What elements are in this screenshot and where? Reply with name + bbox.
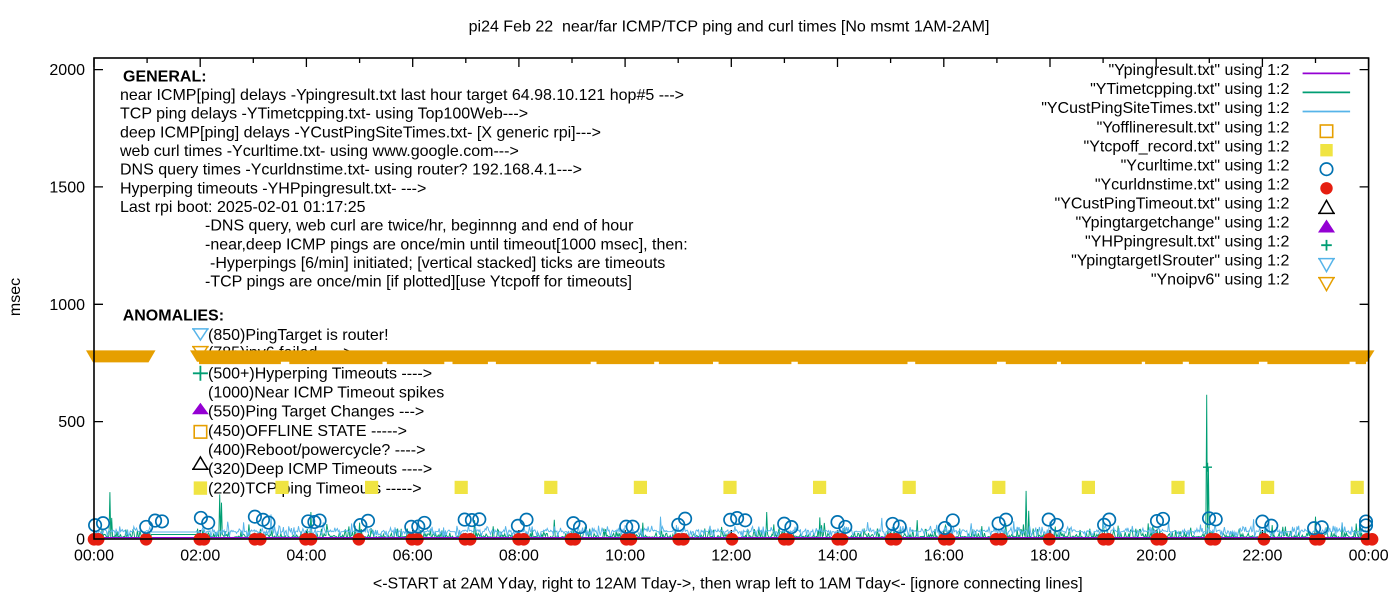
- svg-text:"Ypingtargetchange" using 1:2: "Ypingtargetchange" using 1:2: [1076, 215, 1290, 232]
- svg-text:(450)OFFLINE STATE ----->: (450)OFFLINE STATE ----->: [208, 423, 407, 440]
- svg-text:GENERAL:: GENERAL:: [123, 68, 207, 85]
- svg-text:04:00: 04:00: [286, 548, 326, 565]
- svg-text:(400)Reboot/powercycle? ---->: (400)Reboot/powercycle? ---->: [208, 442, 425, 459]
- svg-text:-Hyperpings [6/min] initiated;: -Hyperpings [6/min] initiated; [vertical…: [210, 255, 665, 272]
- svg-text:pi24 Feb 22 near/far ICMP/TCP: pi24 Feb 22 near/far ICMP/TCP ping and c…: [469, 19, 990, 36]
- svg-text:-TCP pings are once/min [if pl: -TCP pings are once/min [if plotted][use…: [205, 274, 632, 291]
- svg-text:(550)Ping Target Changes --->: (550)Ping Target Changes --->: [208, 404, 424, 421]
- svg-text:2000: 2000: [49, 62, 85, 79]
- svg-text:00:00: 00:00: [1349, 548, 1389, 565]
- svg-text:DNS query times -Ycurldnstime.: DNS query times -Ycurldnstime.txt- using…: [120, 162, 582, 179]
- svg-text:web curl times -Ycurltime.txt-: web curl times -Ycurltime.txt- using www…: [119, 143, 519, 160]
- svg-text:<-START at 2AM Yday, right to: <-START at 2AM Yday, right to 12AM Tday-…: [373, 575, 1083, 592]
- svg-text:10:00: 10:00: [605, 548, 645, 565]
- svg-text:06:00: 06:00: [393, 548, 433, 565]
- svg-text:Hyperping timeouts -YHPpingres: Hyperping timeouts -YHPpingresult.txt- -…: [120, 180, 426, 197]
- svg-text:22:00: 22:00: [1242, 548, 1282, 565]
- svg-text:"Yofflineresult.txt" using 1:2: "Yofflineresult.txt" using 1:2: [1097, 119, 1290, 136]
- svg-text:08:00: 08:00: [499, 548, 539, 565]
- svg-text:"Ytcpoff_record.txt" using 1:2: "Ytcpoff_record.txt" using 1:2: [1084, 138, 1290, 155]
- svg-text:"Ypingresult.txt" using 1:2: "Ypingresult.txt" using 1:2: [1108, 62, 1289, 79]
- svg-text:1500: 1500: [49, 179, 85, 196]
- svg-text:20:00: 20:00: [1136, 548, 1176, 565]
- svg-text:deep ICMP[ping] delays -YCustP: deep ICMP[ping] delays -YCustPingSiteTim…: [120, 124, 601, 141]
- svg-text:18:00: 18:00: [1030, 548, 1070, 565]
- svg-text:1000: 1000: [49, 297, 85, 314]
- svg-text:msec: msec: [7, 278, 24, 316]
- svg-text:(220)TCP ping Timeouts ----->: (220)TCP ping Timeouts ----->: [208, 480, 422, 497]
- svg-text:TCP ping delays -YTimetcpping.: TCP ping delays -YTimetcpping.txt- using…: [120, 106, 528, 123]
- svg-text:"YCustPingSiteTimes.txt" using: "YCustPingSiteTimes.txt" using 1:2: [1041, 100, 1289, 117]
- svg-text:00:00: 00:00: [74, 548, 114, 565]
- svg-text:(850)PingTarget is router!: (850)PingTarget is router!: [208, 327, 389, 344]
- svg-text:"Ycurltime.txt" using 1:2: "Ycurltime.txt" using 1:2: [1121, 157, 1290, 174]
- svg-text:near ICMP[ping] delays -Ypingr: near ICMP[ping] delays -Ypingresult.txt …: [120, 87, 684, 104]
- svg-text:0: 0: [76, 532, 85, 549]
- svg-text:"Ycurldnstime.txt" using 1:2: "Ycurldnstime.txt" using 1:2: [1095, 176, 1290, 193]
- svg-text:16:00: 16:00: [924, 548, 964, 565]
- svg-text:12:00: 12:00: [711, 548, 751, 565]
- svg-text:02:00: 02:00: [180, 548, 220, 565]
- svg-text:"YpingtargetISrouter" using 1:: "YpingtargetISrouter" using 1:2: [1071, 253, 1289, 270]
- svg-text:Last rpi boot: 2025-02-01 01:1: Last rpi boot: 2025-02-01 01:17:25: [120, 199, 366, 216]
- svg-text:"YHPpingresult.txt" using 1:2: "YHPpingresult.txt" using 1:2: [1085, 234, 1289, 251]
- svg-text:"YCustPingTimeout.txt" using 1: "YCustPingTimeout.txt" using 1:2: [1055, 195, 1290, 212]
- svg-text:"YTimetcpping.txt" using 1:2: "YTimetcpping.txt" using 1:2: [1090, 81, 1289, 98]
- svg-text:-DNS query, web curl are twice: -DNS query, web curl are twice/hr, begin…: [205, 218, 634, 235]
- svg-text:-near,deep ICMP pings are once: -near,deep ICMP pings are once/min until…: [205, 236, 688, 253]
- svg-text:(320)Deep ICMP Timeouts ---->: (320)Deep ICMP Timeouts ---->: [208, 461, 432, 478]
- svg-text:14:00: 14:00: [818, 548, 858, 565]
- svg-text:"Ynoipv6" using 1:2: "Ynoipv6" using 1:2: [1151, 272, 1290, 289]
- svg-text:(1000)Near ICMP Timeout spikes: (1000)Near ICMP Timeout spikes: [208, 385, 444, 402]
- svg-text:(500+)Hyperping Timeouts ---->: (500+)Hyperping Timeouts ---->: [208, 365, 432, 382]
- svg-text:ANOMALIES:: ANOMALIES:: [123, 308, 224, 325]
- svg-text:500: 500: [58, 414, 85, 431]
